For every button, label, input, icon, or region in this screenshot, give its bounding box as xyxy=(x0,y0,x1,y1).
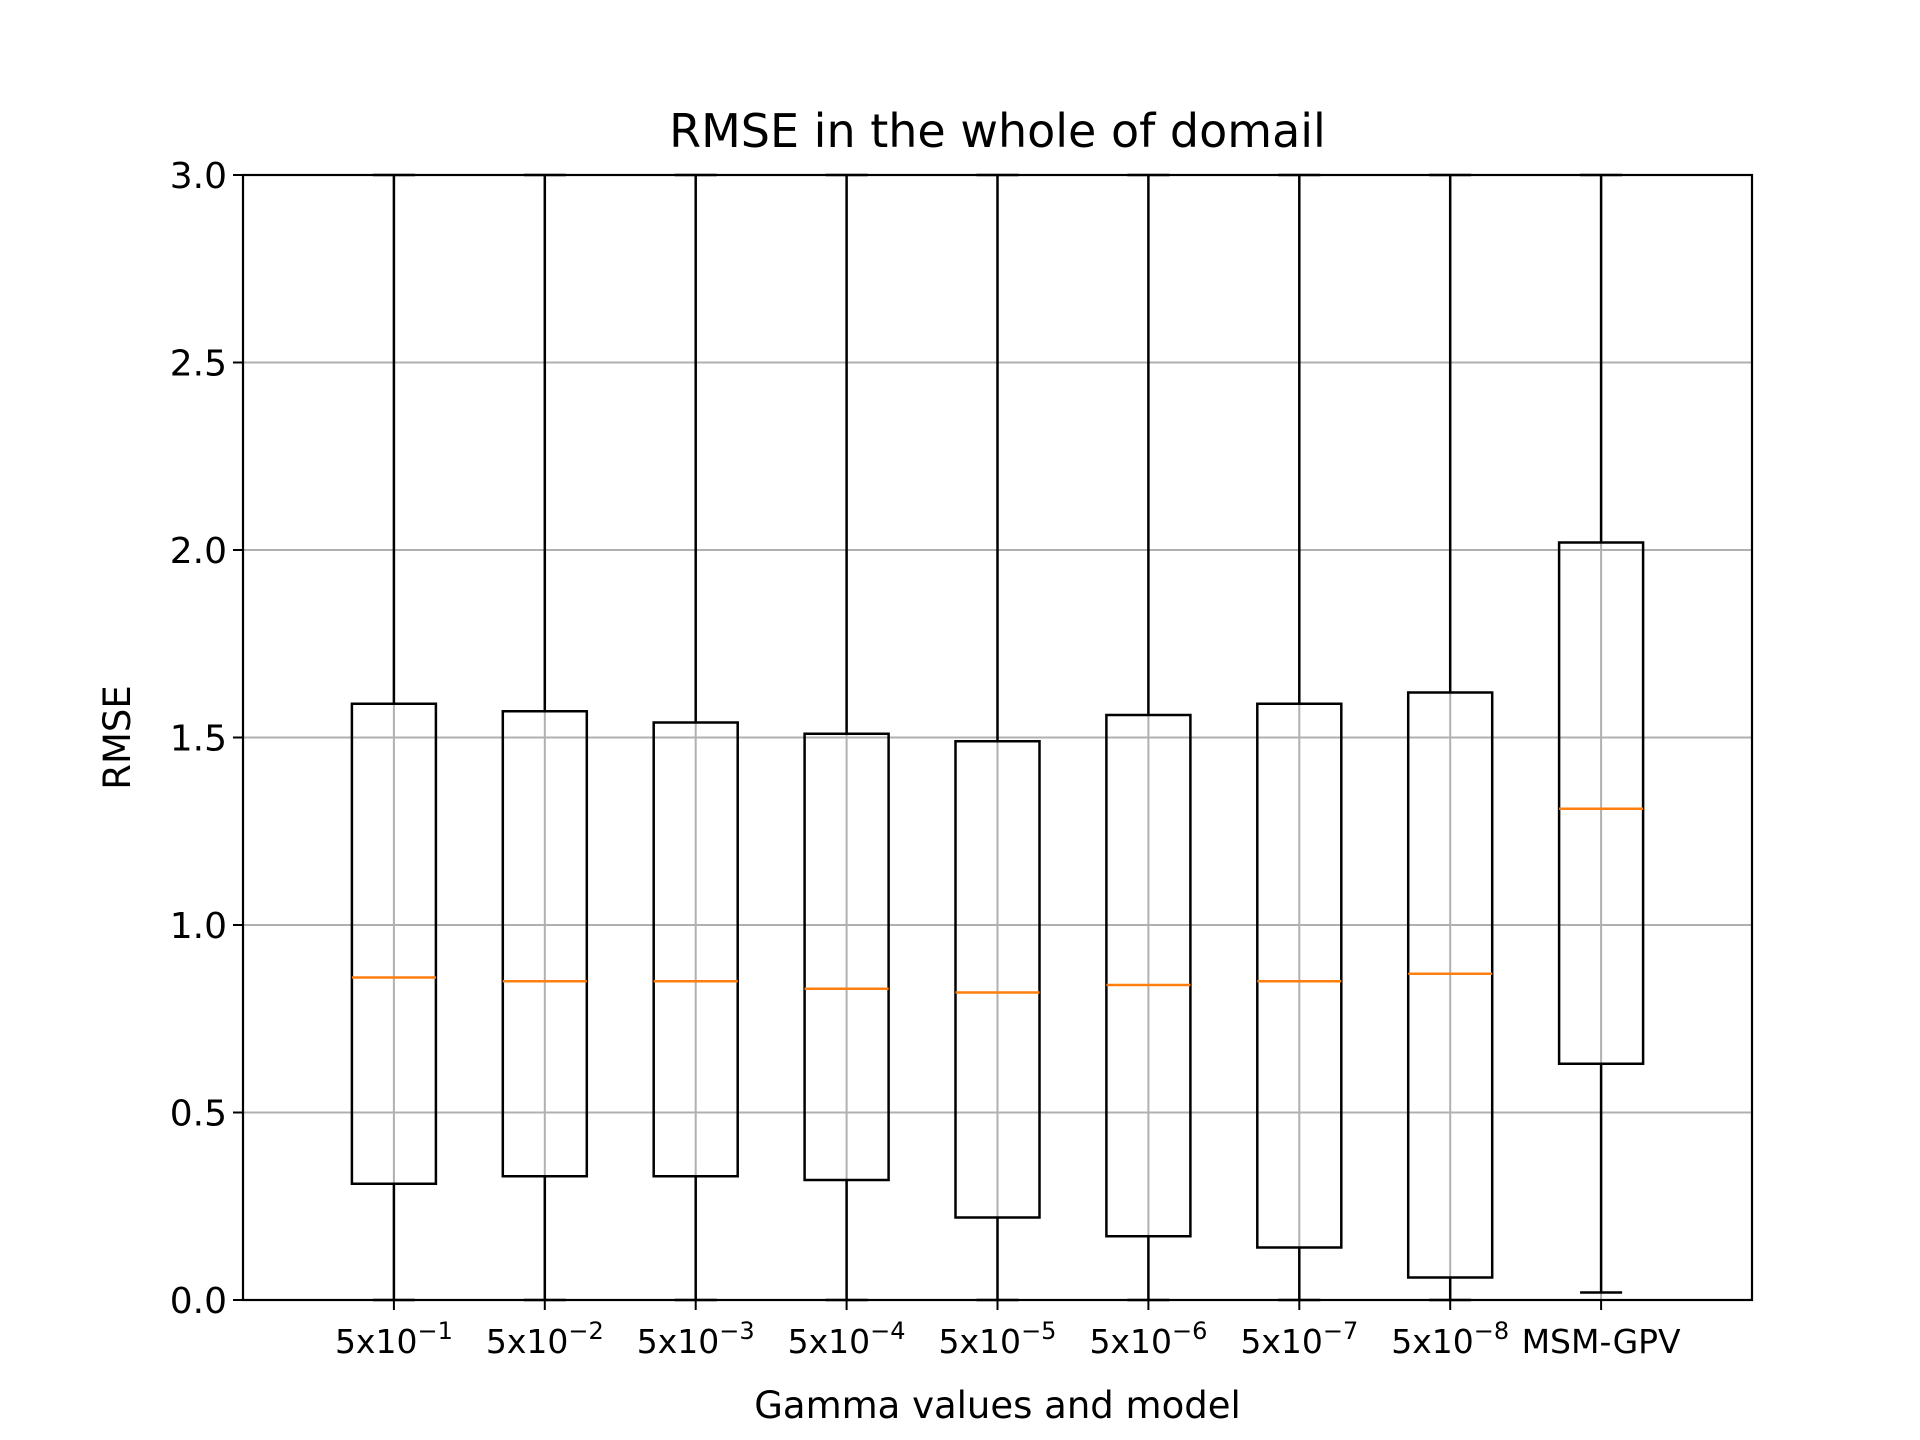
box-iqr xyxy=(652,721,739,1178)
x-tick-label-base: 5x10 xyxy=(1089,1322,1172,1361)
y-tick-label: 1.5 xyxy=(170,719,227,760)
x-tick-label: 5x10−8 xyxy=(1391,1317,1509,1361)
y-tick-label: 0.5 xyxy=(170,1094,227,1135)
box-iqr xyxy=(501,710,589,1178)
x-tick-label-base: 5x10 xyxy=(335,1322,418,1361)
x-tick-label-base: 5x10 xyxy=(637,1322,720,1361)
box-iqr xyxy=(1105,713,1192,1238)
x-tick-label: 5x10−6 xyxy=(1089,1317,1207,1361)
x-tick-label-base: MSM-GPV xyxy=(1522,1322,1681,1361)
y-tick-label: 2.0 xyxy=(170,531,227,572)
x-tick-label: 5x10−3 xyxy=(637,1317,755,1361)
x-tick-label-exponent: −8 xyxy=(1474,1317,1509,1345)
y-tick-label: 2.5 xyxy=(170,344,227,385)
x-tick-label: 5x10−2 xyxy=(486,1317,604,1361)
y-tick-label: 1.0 xyxy=(170,906,227,947)
box-iqr xyxy=(1256,702,1343,1249)
x-tick-label: 5x10−4 xyxy=(788,1317,906,1361)
box-plot-item xyxy=(1256,173,1343,1302)
x-tick-label-base: 5x10 xyxy=(1391,1322,1474,1361)
chart-title: RMSE in the whole of domail xyxy=(669,104,1326,158)
box-plot-item xyxy=(652,173,739,1302)
box-iqr xyxy=(350,702,438,1185)
x-tick-label-exponent: −7 xyxy=(1323,1317,1358,1345)
x-tick-label-base: 5x10 xyxy=(788,1322,871,1361)
x-tick-label: MSM-GPV xyxy=(1522,1322,1681,1361)
box-iqr xyxy=(1406,691,1494,1279)
x-tick-label: 5x10−1 xyxy=(335,1317,453,1361)
box-iqr xyxy=(803,732,890,1182)
x-tick-label: 5x10−7 xyxy=(1240,1317,1358,1361)
x-tick-label-exponent: −6 xyxy=(1172,1317,1207,1345)
x-tick-label-base: 5x10 xyxy=(1240,1322,1323,1361)
x-tick-label-exponent: −5 xyxy=(1021,1317,1056,1345)
x-tick-label-base: 5x10 xyxy=(486,1322,569,1361)
y-axis-label: RMSE xyxy=(96,685,139,790)
y-tick-label: 0.0 xyxy=(170,1281,227,1322)
x-axis-label: Gamma values and model xyxy=(754,1384,1241,1427)
x-tick-label-exponent: −2 xyxy=(568,1317,603,1345)
x-tick-label-exponent: −4 xyxy=(870,1317,905,1345)
x-tick-label-exponent: −3 xyxy=(719,1317,754,1345)
y-tick-label: 3.0 xyxy=(170,156,227,197)
box-iqr xyxy=(954,740,1041,1219)
x-tick-label-base: 5x10 xyxy=(939,1322,1022,1361)
x-tick-label-exponent: −1 xyxy=(417,1317,452,1345)
box-plot-item xyxy=(350,173,438,1302)
box-iqr xyxy=(1557,541,1645,1065)
x-tick-label: 5x10−5 xyxy=(939,1317,1057,1361)
